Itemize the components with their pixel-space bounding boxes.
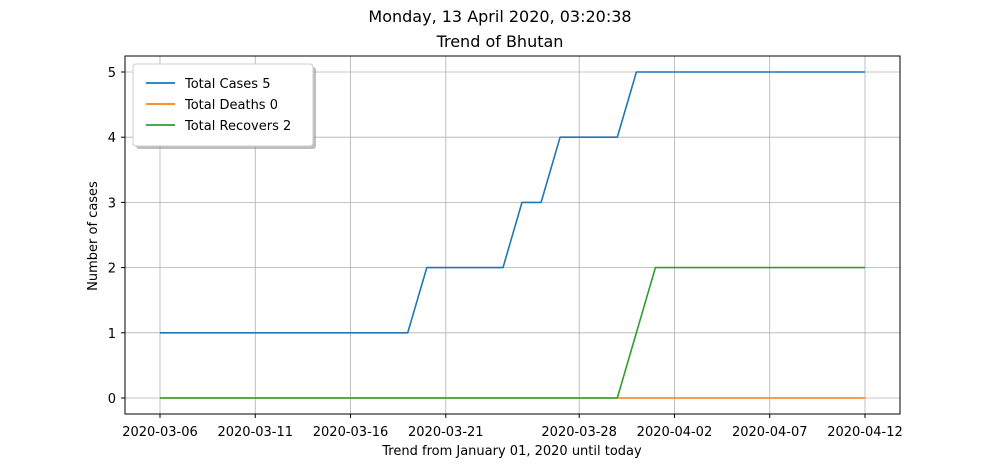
plot-frame bbox=[124, 55, 901, 415]
y-tick-label: 4 bbox=[108, 131, 116, 146]
x-tick-label: 2020-04-02 bbox=[637, 425, 713, 440]
legend-label-total-recovers: Total Recovers 2 bbox=[184, 119, 291, 134]
series-line-total-cases bbox=[160, 71, 865, 334]
y-tick-label: 3 bbox=[108, 196, 116, 211]
x-tick-label: 2020-03-11 bbox=[217, 425, 293, 440]
x-tick-label: 2020-03-06 bbox=[122, 425, 198, 440]
y-tick-label: 0 bbox=[108, 392, 116, 407]
x-axis-label: Trend from January 01, 2020 until today bbox=[381, 444, 642, 459]
y-axis-label: Number of cases bbox=[86, 181, 101, 291]
x-tick-label: 2020-03-16 bbox=[313, 425, 389, 440]
y-tick-label: 2 bbox=[108, 262, 116, 277]
legend: Total Cases 5 Total Deaths 0 Total Recover… bbox=[132, 63, 316, 149]
series-lines bbox=[160, 71, 865, 399]
x-tick-label: 2020-04-12 bbox=[827, 425, 903, 440]
x-tick-label: 2020-04-07 bbox=[732, 425, 808, 440]
y-tick-label: 1 bbox=[108, 327, 116, 342]
legend-label-total-deaths: Total Deaths 0 bbox=[184, 98, 278, 113]
chart-subtitle: Trend of Bhutan bbox=[436, 32, 564, 51]
legend-box bbox=[132, 63, 314, 147]
chart-title: Monday, 13 April 2020, 03:20:38 bbox=[368, 7, 632, 26]
x-tick-label: 2020-03-28 bbox=[541, 425, 617, 440]
y-axis-ticks: 0 1 2 3 4 5 bbox=[108, 66, 125, 407]
legend-label-total-cases: Total Cases 5 bbox=[184, 77, 270, 92]
x-axis-ticks: 2020-03-06 2020-03-11 2020-03-16 2020-03-21… bbox=[122, 414, 903, 440]
x-tick-label: 2020-03-21 bbox=[408, 425, 484, 440]
y-tick-label: 5 bbox=[108, 66, 116, 81]
series-line-total-recovers bbox=[160, 266, 865, 399]
